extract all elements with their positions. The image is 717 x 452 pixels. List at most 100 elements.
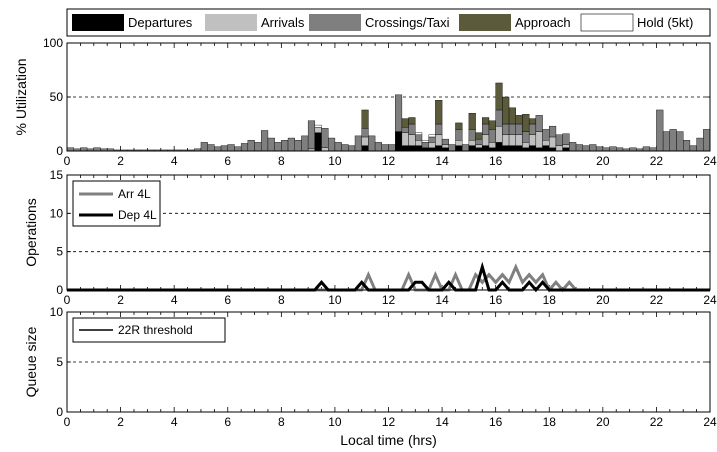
y-tick-label: 5 [56,355,63,369]
x-tick-label: 24 [703,154,717,168]
bar-crossings-taxi [689,145,697,152]
x-tick-label: 22 [650,415,664,429]
bar-crossings-taxi [461,144,470,152]
bar-crossings-taxi [475,138,483,145]
bar-arrivals [528,134,537,146]
bar-arrivals [401,132,409,146]
bar-crossings-taxi [703,129,711,152]
x-tick-label: 12 [382,293,396,307]
legend-label-dep-4l: Dep 4L [118,208,157,222]
bar-departures [542,145,550,152]
y-tick-label: 0 [56,144,63,158]
bar-hold-5kt [415,132,423,135]
bar-crossings-taxi [428,136,436,143]
x-tick-label: 4 [171,154,178,168]
x-axis-label: Local time (hrs) [340,432,436,448]
bar-approach [455,122,463,130]
x-tick-label: 20 [596,293,610,307]
bar-arrivals [475,144,483,148]
x-tick-label: 0 [64,293,71,307]
x-tick-label: 18 [543,293,557,307]
bar-approach [528,118,537,125]
bar-crossings-taxi [562,133,570,145]
x-tick-label: 0 [64,415,71,429]
bar-crossings-taxi [435,123,443,136]
y-tick-label: 5 [56,245,63,259]
bar-crossings-taxi [368,135,376,152]
bar-departures [495,142,503,152]
bar-crossings-taxi [482,123,490,136]
x-tick-label: 10 [328,154,342,168]
bar-crossings-taxi [642,146,650,152]
bar-crossings-taxi [274,142,282,152]
bar-crossings-taxi [448,144,456,152]
bar-hold-5kt [314,124,322,128]
bar-crossings-taxi [261,130,269,152]
bar-departures [482,145,490,152]
bar-crossings-taxi [247,139,255,152]
bar-crossings-taxi [294,139,302,152]
y-tick-label: 50 [50,90,64,104]
bar-arrivals [495,125,503,143]
bar-departures [508,145,516,152]
bar-crossings-taxi [240,143,249,152]
bar-departures [528,145,537,152]
bar-arrivals [522,142,530,148]
bar-departures [515,145,523,152]
bar-crossings-taxi [348,145,356,152]
legend-label-hold-5kt: Hold (5kt) [637,15,693,30]
bar-arrivals [562,144,570,148]
bar-arrivals [508,134,516,146]
x-tick-label: 18 [543,415,557,429]
bar-approach [435,100,443,125]
x-tick-label: 4 [171,293,178,307]
y-tick-label: 10 [50,206,64,220]
bar-crossings-taxi [595,146,604,152]
bar-departures [361,145,369,152]
bar-crossings-taxi [207,144,215,152]
bar-arrivals [441,144,449,148]
bar-crossings-taxi [328,137,336,152]
bar-crossings-taxi [582,145,590,152]
bar-crossings-taxi [441,138,449,145]
bar-departures [401,145,409,152]
bar-departures [415,145,423,152]
legend-swatch-crossings-taxi [309,14,361,31]
bar-arrivals [455,139,463,146]
bar-departures [314,132,322,152]
bar-crossings-taxi [669,129,677,152]
plot-frame [66,174,711,291]
bar-crossings-taxi [609,146,617,152]
bar-approach [482,117,490,125]
bar-crossings-taxi [656,109,664,152]
bar-arrivals [535,131,543,148]
x-tick-label: 16 [489,154,503,168]
bar-arrivals [435,134,443,146]
bar-crossings-taxi [200,142,208,152]
bar-approach [488,120,496,130]
x-tick-label: 8 [278,293,285,307]
bar-crossings-taxi [301,135,309,152]
bar-crossings-taxi [267,137,275,152]
x-tick-label: 14 [435,154,449,168]
x-tick-label: 12 [382,154,396,168]
bar-crossings-taxi [508,123,516,136]
x-tick-label: 22 [650,154,664,168]
bar-approach [502,96,510,125]
bar-approach [361,109,369,129]
bar-crossings-taxi [535,115,543,132]
x-tick-label: 0 [64,154,71,168]
bar-crossings-taxi [214,146,222,152]
legend-label-departures: Departures [128,15,193,30]
bar-arrivals [482,134,490,146]
legend-swatch-approach [459,14,511,31]
plot-frame [66,42,711,152]
x-tick-label: 10 [328,293,342,307]
bar-arrivals [542,139,550,146]
legend-label-approach: Approach [515,15,571,30]
x-tick-label: 6 [224,154,231,168]
x-tick-label: 16 [489,415,503,429]
legend: 22R threshold [72,317,226,343]
bar-crossings-taxi [528,123,537,136]
